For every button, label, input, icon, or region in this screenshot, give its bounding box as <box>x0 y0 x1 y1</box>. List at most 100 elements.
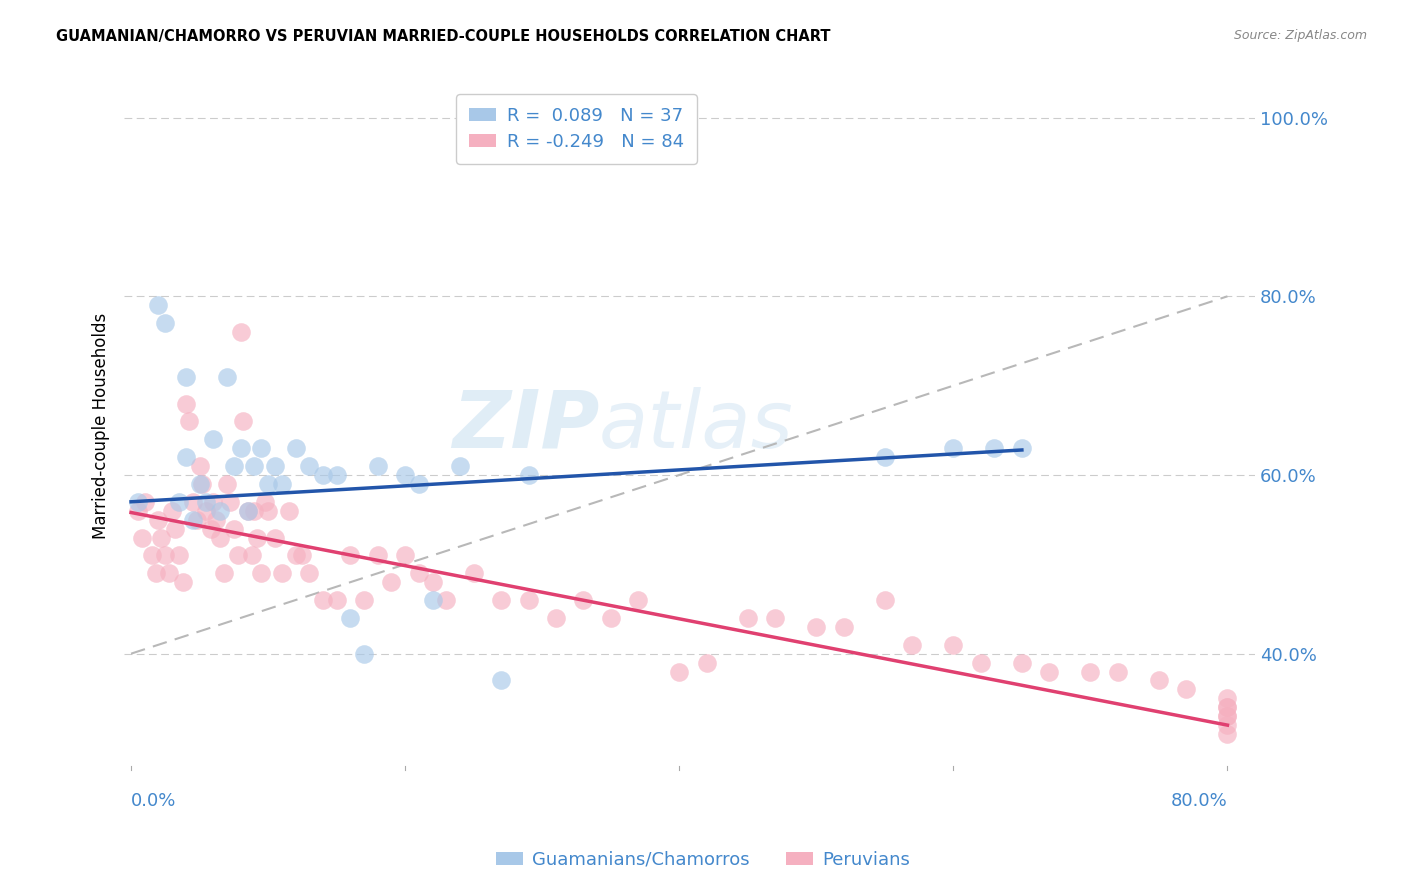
Point <box>214 566 236 581</box>
Point <box>202 495 225 509</box>
Point <box>668 665 690 679</box>
Point <box>1216 727 1239 741</box>
Point <box>191 477 214 491</box>
Point <box>150 531 173 545</box>
Point <box>229 441 252 455</box>
Point <box>1038 665 1060 679</box>
Point <box>148 513 170 527</box>
Point <box>463 566 485 581</box>
Point <box>209 504 232 518</box>
Legend: Guamanians/Chamorros, Peruvians: Guamanians/Chamorros, Peruvians <box>489 844 917 876</box>
Point <box>325 467 347 482</box>
Point <box>246 531 269 545</box>
Point <box>312 467 335 482</box>
Point <box>489 593 512 607</box>
Point <box>1011 656 1033 670</box>
Point <box>312 593 335 607</box>
Point <box>1147 673 1170 688</box>
Point <box>145 566 167 581</box>
Point <box>215 369 238 384</box>
Point <box>1216 691 1239 706</box>
Point <box>353 593 375 607</box>
Point <box>696 656 718 670</box>
Point <box>163 522 186 536</box>
Point <box>134 495 156 509</box>
Point <box>155 549 177 563</box>
Text: Source: ZipAtlas.com: Source: ZipAtlas.com <box>1233 29 1367 42</box>
Point <box>737 611 759 625</box>
Point <box>232 414 254 428</box>
Point <box>408 477 430 491</box>
Point <box>942 441 965 455</box>
Point <box>367 549 389 563</box>
Point <box>408 566 430 581</box>
Point <box>222 522 245 536</box>
Point <box>243 504 266 518</box>
Point <box>222 458 245 473</box>
Point <box>873 593 896 607</box>
Point <box>254 495 277 509</box>
Point <box>127 504 149 518</box>
Point <box>544 611 567 625</box>
Point <box>177 414 200 428</box>
Y-axis label: Married-couple Households: Married-couple Households <box>93 313 110 539</box>
Point <box>200 522 222 536</box>
Point <box>489 673 512 688</box>
Point <box>291 549 314 563</box>
Text: GUAMANIAN/CHAMORRO VS PERUVIAN MARRIED-COUPLE HOUSEHOLDS CORRELATION CHART: GUAMANIAN/CHAMORRO VS PERUVIAN MARRIED-C… <box>56 29 831 44</box>
Point <box>264 531 287 545</box>
Point <box>270 477 292 491</box>
Point <box>394 549 416 563</box>
Point <box>901 638 924 652</box>
Point <box>1175 682 1198 697</box>
Point <box>367 458 389 473</box>
Point <box>174 450 197 464</box>
Point <box>174 396 197 410</box>
Point <box>1011 441 1033 455</box>
Point <box>572 593 595 607</box>
Point <box>449 458 471 473</box>
Point <box>226 549 249 563</box>
Text: ZIP: ZIP <box>451 387 599 465</box>
Point <box>517 593 540 607</box>
Point <box>422 593 444 607</box>
Point <box>167 549 190 563</box>
Point <box>1216 700 1239 714</box>
Point <box>236 504 259 518</box>
Text: 80.0%: 80.0% <box>1171 792 1227 810</box>
Point <box>172 575 194 590</box>
Point <box>250 566 273 581</box>
Point <box>160 504 183 518</box>
Point <box>181 495 204 509</box>
Point <box>394 467 416 482</box>
Point <box>325 593 347 607</box>
Point <box>873 450 896 464</box>
Point <box>270 566 292 581</box>
Point <box>806 620 828 634</box>
Point <box>240 549 263 563</box>
Legend: R =  0.089   N = 37, R = -0.249   N = 84: R = 0.089 N = 37, R = -0.249 N = 84 <box>457 95 696 164</box>
Point <box>243 458 266 473</box>
Point <box>434 593 457 607</box>
Point <box>1080 665 1102 679</box>
Point <box>195 495 218 509</box>
Point <box>209 531 232 545</box>
Point <box>218 495 240 509</box>
Point <box>832 620 855 634</box>
Text: 0.0%: 0.0% <box>131 792 176 810</box>
Point <box>131 531 153 545</box>
Point <box>127 495 149 509</box>
Point <box>627 593 650 607</box>
Point <box>205 513 228 527</box>
Point <box>298 458 321 473</box>
Point <box>202 432 225 446</box>
Point <box>1216 709 1239 723</box>
Point <box>148 298 170 312</box>
Point <box>339 611 361 625</box>
Point <box>188 458 211 473</box>
Point <box>277 504 299 518</box>
Point <box>422 575 444 590</box>
Point <box>339 549 361 563</box>
Point <box>284 549 307 563</box>
Point <box>1107 665 1129 679</box>
